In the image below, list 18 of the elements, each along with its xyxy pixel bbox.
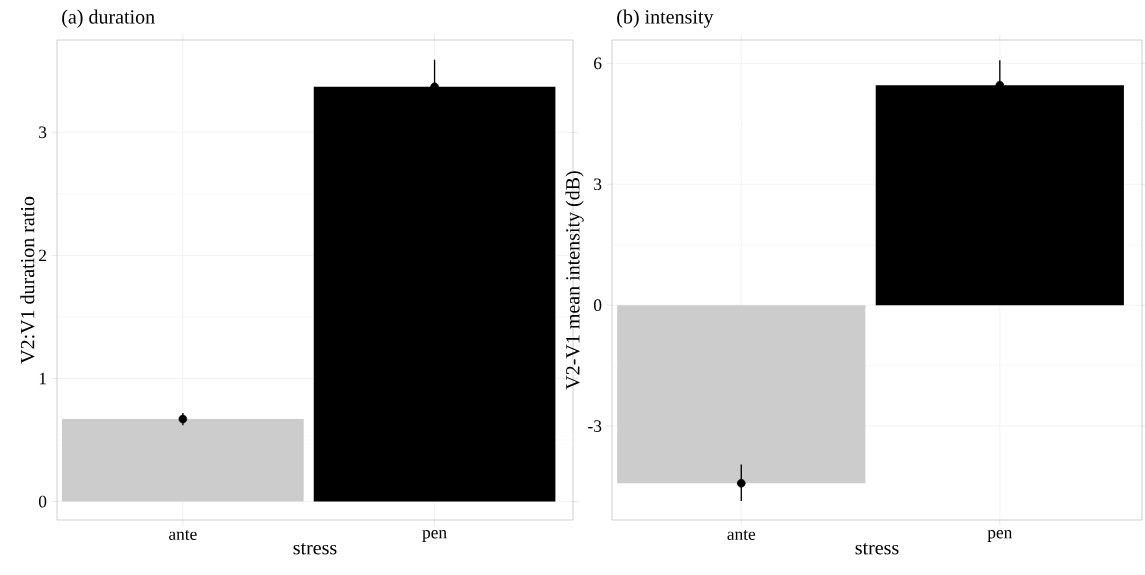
y-tick-label: -3 [588,420,602,432]
chart-title: (a) duration [62,9,155,28]
chart-title: (b) intensity [617,9,714,28]
x-axis-title: stress [855,543,899,555]
x-axis-title: stress [293,543,337,555]
y-tick-label: 6 [594,57,602,70]
y-tick-label: 1 [39,372,46,385]
y-tick-label: 2 [39,249,47,262]
x-tick-label: pen [422,530,447,542]
y-tick-label: 0 [593,299,602,312]
y-axis-title: V2-V1 mean intensity (dB) [565,171,584,390]
x-tick-label: ante [169,530,197,540]
x-tick-label: ante [727,530,756,540]
x-tick-label: pen [987,530,1013,542]
y-tick-label: 3 [594,178,602,191]
y-axis-title: V2:V1 duration ratio [20,196,35,364]
y-tick-label: 3 [39,126,47,139]
y-tick-label: 0 [38,495,47,508]
